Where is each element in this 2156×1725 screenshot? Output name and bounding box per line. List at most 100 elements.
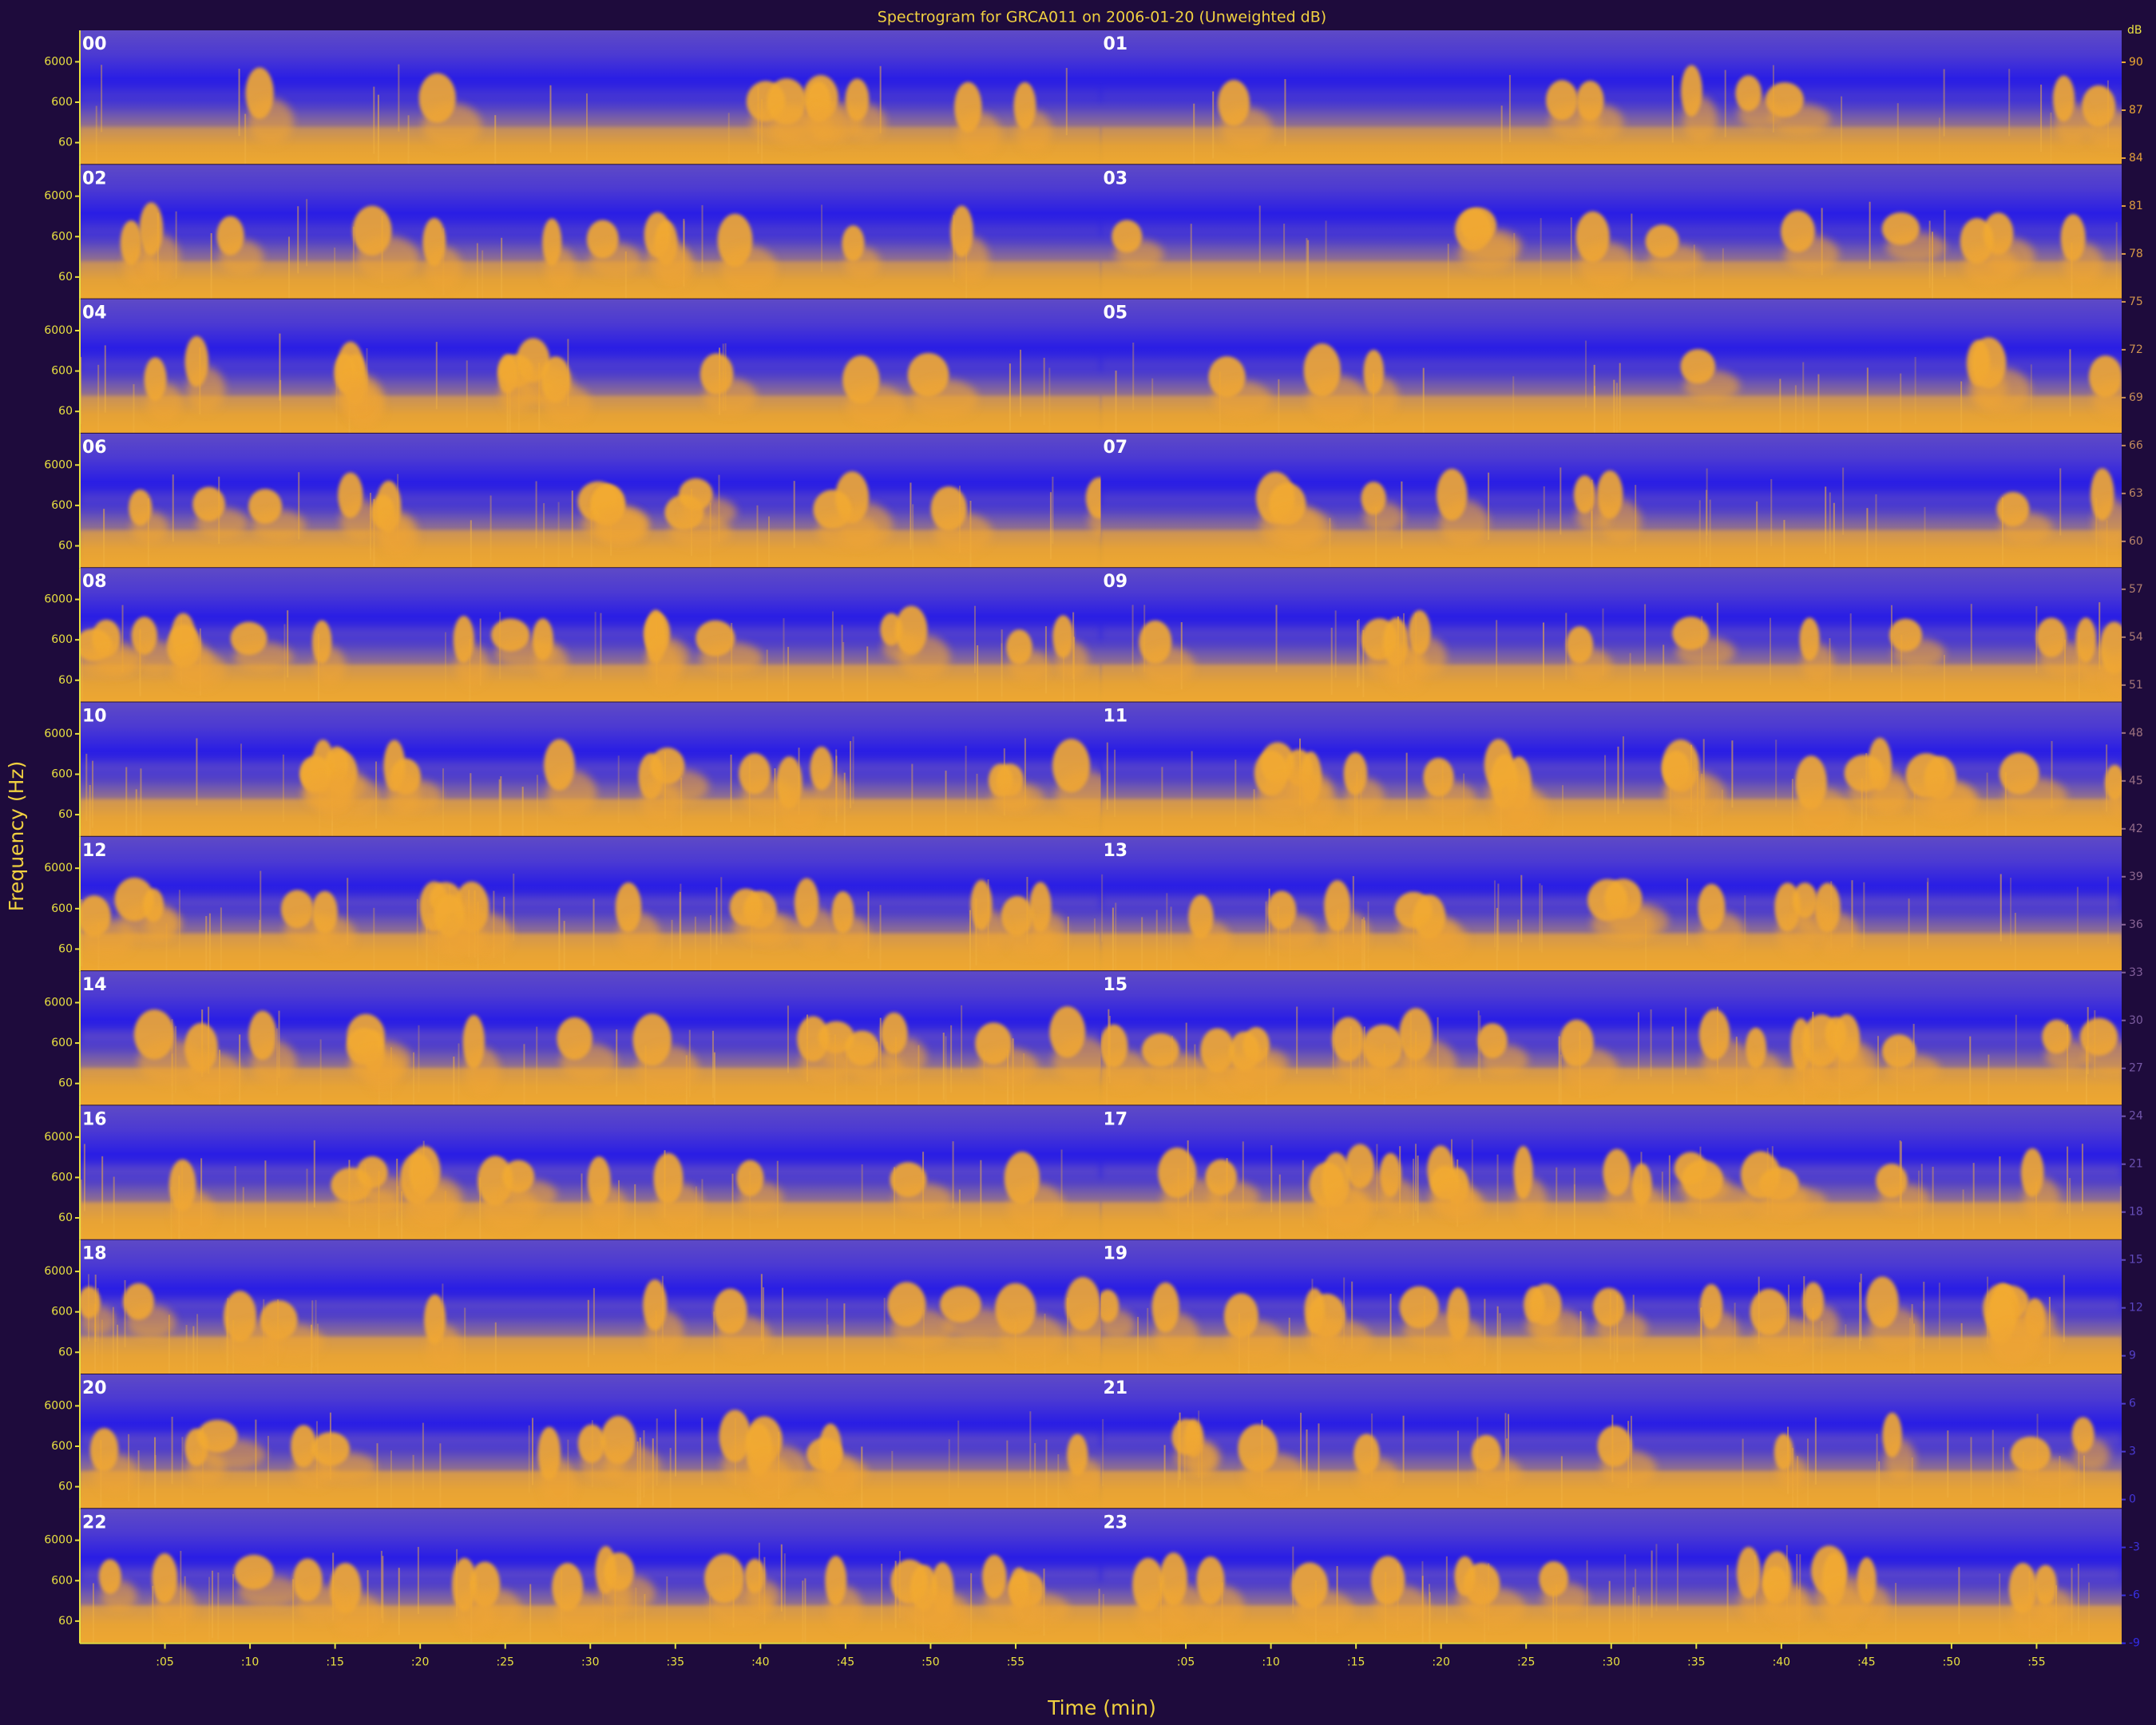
noise-streak bbox=[783, 618, 785, 686]
x-tick-label: :40 bbox=[751, 1656, 770, 1669]
call-tail bbox=[1648, 244, 1703, 275]
call-tail bbox=[1142, 646, 1195, 686]
call-tail bbox=[2044, 1040, 2092, 1071]
call-tail bbox=[1591, 904, 1656, 942]
noise-streak bbox=[476, 243, 478, 299]
noise-streak bbox=[1029, 1411, 1032, 1479]
noise-band bbox=[1100, 1605, 2122, 1644]
noise-streak bbox=[1775, 740, 1778, 807]
panel-texture bbox=[1100, 337, 2122, 434]
noise-streak bbox=[1655, 1544, 1658, 1612]
noise-streak bbox=[1706, 468, 1708, 536]
call-tail bbox=[1747, 1052, 1781, 1090]
call-tail bbox=[1326, 910, 1370, 958]
call-tail bbox=[700, 641, 763, 675]
noise-streak bbox=[1115, 902, 1117, 970]
call-tail bbox=[1682, 96, 1718, 143]
call-tail bbox=[1191, 921, 1231, 961]
noise-streak bbox=[185, 1325, 188, 1374]
noise-streak bbox=[407, 115, 410, 165]
call-tail bbox=[356, 236, 419, 281]
x-tick-label: :50 bbox=[921, 1656, 940, 1669]
call-tail bbox=[796, 907, 836, 953]
colorbar-tick-label: 0 bbox=[2129, 1493, 2136, 1506]
colorbar-tick-label: -9 bbox=[2129, 1637, 2140, 1650]
noise-streak bbox=[401, 1191, 403, 1240]
noise-streak bbox=[891, 1450, 894, 1509]
call-tail bbox=[170, 650, 226, 689]
noise-streak bbox=[1102, 1593, 1104, 1644]
noise-streak bbox=[1278, 379, 1280, 434]
noise-streak bbox=[1924, 506, 1926, 569]
mid-band bbox=[1100, 627, 2122, 641]
call-tail bbox=[1221, 107, 1273, 149]
noise-streak bbox=[133, 384, 135, 434]
panel-label: 08 bbox=[82, 572, 107, 592]
noise-streak bbox=[418, 1025, 420, 1092]
call-tail bbox=[1884, 1439, 1916, 1481]
x-tick-label: :45 bbox=[837, 1656, 855, 1669]
noise-streak bbox=[1362, 629, 1365, 698]
noise-streak bbox=[701, 1418, 703, 1485]
noise-streak bbox=[1938, 117, 1940, 165]
noise-streak bbox=[1201, 1444, 1203, 1509]
noise-streak bbox=[259, 919, 261, 972]
noise-streak bbox=[1970, 1437, 1972, 1505]
call-tail bbox=[848, 1051, 903, 1084]
noise-streak bbox=[196, 1314, 199, 1374]
noise-streak bbox=[81, 648, 83, 703]
call-tail bbox=[2092, 499, 2122, 547]
colorbar-tick-label: 78 bbox=[2129, 248, 2143, 260]
noise-streak bbox=[1970, 604, 1972, 672]
noise-streak bbox=[948, 1439, 950, 1507]
noise-streak bbox=[917, 1045, 920, 1106]
noise-streak bbox=[1613, 1322, 1615, 1374]
noise-streak bbox=[1253, 789, 1255, 837]
call-tail bbox=[581, 1447, 625, 1482]
panel-texture bbox=[80, 1274, 1101, 1374]
noise-streak bbox=[1102, 1418, 1104, 1487]
noise-streak bbox=[1866, 508, 1869, 569]
noise-streak bbox=[1650, 1009, 1652, 1077]
noise-streak bbox=[983, 1049, 985, 1106]
noise-streak bbox=[1155, 910, 1158, 972]
call-tail bbox=[1335, 1044, 1388, 1085]
call-tail bbox=[81, 920, 134, 958]
noise-streak bbox=[464, 1307, 466, 1374]
noise-streak bbox=[763, 1287, 765, 1355]
noise-streak bbox=[2088, 1582, 2091, 1644]
noise-streak bbox=[1742, 1438, 1744, 1506]
call-tail bbox=[748, 1454, 791, 1502]
noise-streak bbox=[1034, 1443, 1036, 1509]
noise-streak bbox=[787, 1005, 789, 1073]
colorbar-tick-label: 36 bbox=[2129, 918, 2143, 931]
noise-streak bbox=[1456, 1430, 1459, 1498]
noise-streak bbox=[494, 1322, 497, 1374]
call-tail bbox=[1575, 498, 1611, 533]
call-tail bbox=[1700, 912, 1745, 955]
call-tail bbox=[1145, 1053, 1206, 1085]
noise-streak bbox=[713, 1052, 715, 1106]
y-tick-label: 60 bbox=[58, 539, 73, 552]
x-axis-label: Time (min) bbox=[1047, 1696, 1156, 1719]
panel-texture bbox=[1100, 65, 2122, 165]
noise-streak bbox=[1676, 1543, 1678, 1611]
noise-streak bbox=[279, 379, 282, 434]
panel-texture bbox=[80, 870, 1101, 972]
call-tail bbox=[248, 98, 294, 145]
call-tail bbox=[1515, 1177, 1547, 1226]
call-tail bbox=[1600, 1449, 1657, 1488]
noise-streak bbox=[1357, 618, 1360, 687]
noise-streak bbox=[1617, 746, 1619, 815]
call-tail bbox=[732, 910, 786, 945]
noise-streak bbox=[1960, 1322, 1963, 1374]
noise-streak bbox=[1552, 1591, 1555, 1644]
y-tick-label: 6000 bbox=[44, 324, 73, 337]
colorbar-tick-label: 18 bbox=[2129, 1206, 2143, 1219]
noise-streak bbox=[1357, 620, 1359, 688]
panel-texture bbox=[80, 605, 1101, 703]
noise-streak bbox=[513, 873, 515, 942]
noise-streak bbox=[1422, 367, 1425, 434]
noise-streak bbox=[470, 520, 472, 569]
call-tail bbox=[1008, 1183, 1065, 1231]
